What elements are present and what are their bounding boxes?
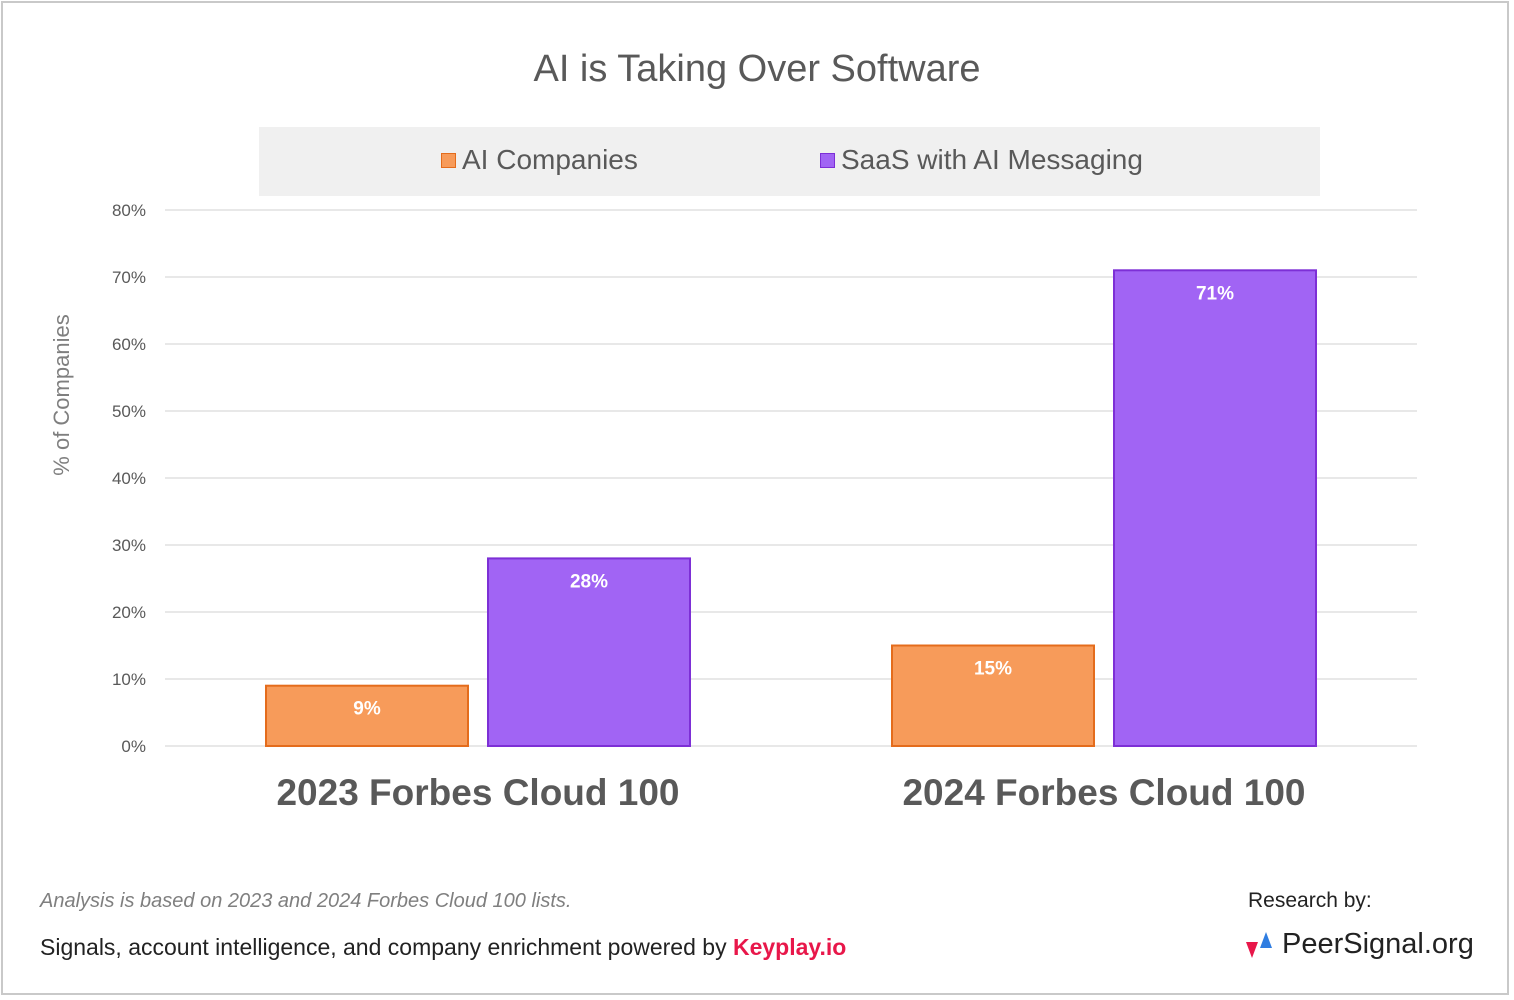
keyplay-link[interactable]: Keyplay.io [732,934,847,960]
bar [487,557,691,748]
x-category-label: 2023 Forbes Cloud 100 [276,772,679,813]
legend-item-ai-companies: AI Companies [441,144,638,176]
y-tick-label: 50% [112,402,146,421]
peersignal-text: PeerSignal.org [1282,928,1474,960]
data-label: 71% [1196,283,1234,304]
bar [265,684,469,748]
legend-label-saas-ai-messaging: SaaS with AI Messaging [841,144,1143,175]
chart-title: AI is Taking Over Software [533,48,981,90]
y-tick-label: 80% [112,201,146,220]
bar [891,644,1095,747]
data-label: 9% [353,699,381,720]
legend: AI Companies SaaS with AI Messaging [259,127,1320,196]
y-tick-label: 60% [112,335,146,354]
data-label: 15% [974,659,1012,680]
y-tick-label: 30% [112,536,146,555]
y-tick-label: 40% [112,469,146,488]
peersignal-logo[interactable]: PeerSignal.org [1244,928,1474,961]
legend-item-saas-ai-messaging: SaaS with AI Messaging [820,144,1143,176]
legend-swatch-ai-companies [441,152,456,168]
analysis-footnote: Analysis is based on 2023 and 2024 Forbe… [40,890,572,912]
research-by-label: Research by: [1248,889,1372,912]
bar-chart: 0% 10% 20% 30% 40% 50% 60% 70% 80% 9% 28% 2023 Forb… [112,201,1417,813]
bar [1113,269,1317,747]
y-tick-label: 0% [121,737,146,756]
peersignal-icon [1246,931,1272,958]
y-tick-label: 70% [112,268,146,287]
y-tick-label: 10% [112,670,146,689]
x-category-label: 2024 Forbes Cloud 100 [902,772,1305,813]
powered-by-line: Signals, account intelligence, and compa… [40,934,846,961]
y-tick-label: 20% [112,603,146,622]
legend-label-ai-companies: AI Companies [462,144,638,175]
powered-by-text: Signals, account intelligence, and compa… [40,934,733,960]
data-label: 28% [570,571,608,592]
legend-swatch-saas-ai-messaging [820,152,835,168]
